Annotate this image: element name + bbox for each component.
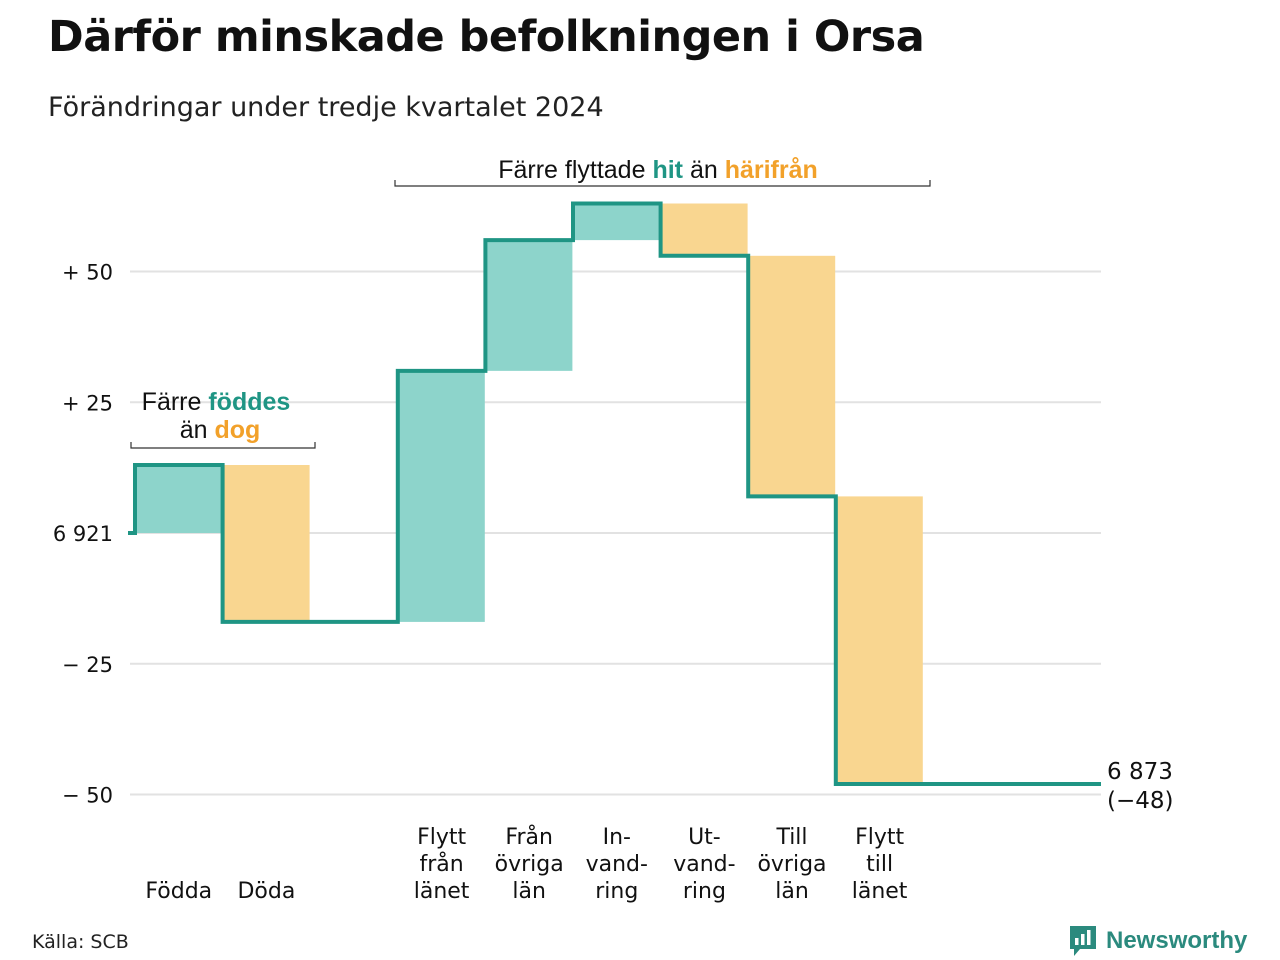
migration-annotation: Färre flyttade hit än härifrån bbox=[498, 156, 818, 184]
cumulative-step-line bbox=[128, 201, 1101, 787]
migration-bracket bbox=[394, 180, 931, 187]
y-tick-label: 6 921 bbox=[53, 522, 113, 546]
waterfall-bar bbox=[748, 255, 836, 497]
x-category-label: övriga bbox=[757, 852, 826, 877]
x-category-label: från bbox=[419, 851, 463, 877]
end-value-label: 6 873 bbox=[1107, 759, 1173, 785]
x-category-label: ring bbox=[595, 879, 638, 904]
x-category-label: ring bbox=[683, 879, 726, 904]
y-tick-label: + 25 bbox=[62, 391, 113, 415]
x-category-label: län bbox=[775, 879, 809, 904]
bar-layer bbox=[135, 203, 923, 785]
deaths-annotation-highlight: dog bbox=[214, 416, 260, 444]
waterfall-bar bbox=[485, 240, 573, 371]
waterfall-bar bbox=[222, 465, 310, 622]
x-category-label: län bbox=[512, 879, 546, 904]
newsworthy-logo: Newsworthy bbox=[1068, 924, 1247, 958]
grid-layer bbox=[130, 270, 1101, 796]
chart-subtitle: Förändringar under tredje kvartalet 2024 bbox=[48, 92, 604, 123]
migration-annotation-harifran: härifrån bbox=[725, 156, 818, 184]
x-category-label: Till bbox=[775, 825, 807, 850]
chart-title: Därför minskade befolkningen i Orsa bbox=[48, 12, 925, 62]
y-tick-label: − 25 bbox=[62, 653, 113, 677]
x-category-label: Födda bbox=[145, 879, 212, 904]
waterfall-bar bbox=[660, 203, 748, 256]
x-category-label: Döda bbox=[237, 879, 295, 904]
source-note: Källa: SCB bbox=[32, 931, 129, 953]
x-category-label: länet bbox=[414, 879, 470, 904]
migration-annotation-hit: hit bbox=[652, 156, 683, 184]
y-tick-label: + 50 bbox=[62, 261, 113, 285]
x-category-label: Från bbox=[505, 824, 553, 850]
migration-annotation-prefix: Färre flyttade bbox=[498, 156, 645, 184]
waterfall-bar bbox=[135, 465, 222, 533]
x-category-label: länet bbox=[852, 879, 908, 904]
deaths-annotation-prefix: än bbox=[180, 416, 208, 444]
end-change-label: (−48) bbox=[1107, 788, 1173, 814]
migration-annotation-middle: än bbox=[690, 156, 718, 184]
births-annotation-line2: än dog bbox=[180, 416, 261, 444]
brand-name: Newsworthy bbox=[1106, 927, 1248, 954]
x-category-label: Flytt bbox=[417, 825, 466, 850]
x-category-label: Flytt bbox=[855, 825, 904, 850]
line-layer bbox=[128, 201, 1101, 787]
waterfall-bar bbox=[573, 203, 660, 241]
y-tick-label: − 50 bbox=[62, 784, 113, 808]
x-category-label: vand- bbox=[586, 852, 648, 877]
x-category-label: Ut- bbox=[688, 825, 721, 850]
births-bracket bbox=[130, 442, 316, 449]
x-category-label: övriga bbox=[495, 852, 564, 877]
x-category-label: till bbox=[866, 852, 893, 877]
waterfall-bar bbox=[835, 496, 923, 785]
births-annotation-prefix: Färre bbox=[142, 388, 202, 416]
births-annotation-highlight: föddes bbox=[208, 388, 290, 416]
newsworthy-icon bbox=[1070, 926, 1096, 956]
waterfall-bar bbox=[397, 370, 485, 622]
x-category-label: In- bbox=[603, 825, 631, 850]
x-category-label: vand- bbox=[673, 852, 735, 877]
births-annotation-line1: Färre föddes bbox=[142, 388, 291, 416]
